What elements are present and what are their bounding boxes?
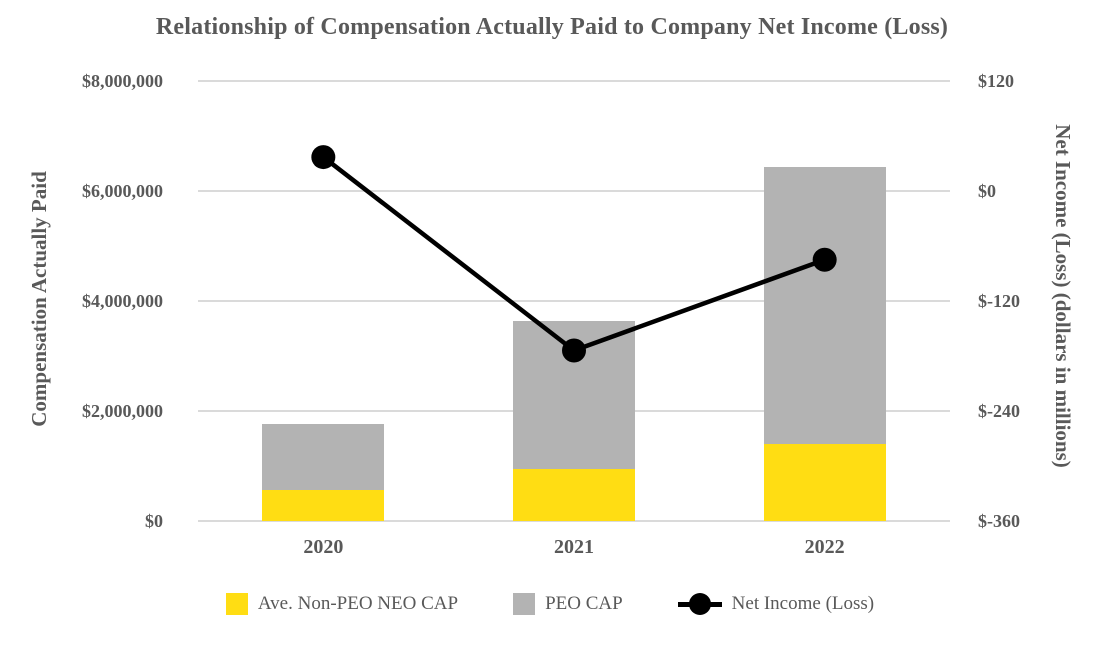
line-dot-marker-icon [677,592,722,616]
right-axis-tick: $0 [978,181,996,201]
legend: Ave. Non-PEO NEO CAP PEO CAP Net Income … [0,592,1100,616]
bar-segment-2020-peo-cap [262,423,385,490]
x-axis-label-2021: 2021 [554,536,594,558]
left-axis-tick: $0 [145,511,163,531]
line-dot [688,593,711,615]
left-axis-tick: $4,000,000 [82,291,163,311]
legend-item-ave-non-peo-neo-cap: Ave. Non-PEO NEO CAP [225,593,459,615]
x-axis-label-2022: 2022 [804,536,845,558]
left-axis-tick: $8,000,000 [82,71,163,91]
legend-item-net-income-loss: Net Income (Loss) [677,592,875,616]
chart-title: Relationship of Compensation Actually Pa… [155,14,949,40]
legend-item-peo-cap: PEO CAP [513,593,623,615]
legend-label: Net Income (Loss) [731,593,875,614]
right-axis-tick: $-360 [978,511,1020,531]
bar-segment-2022-ave-non-peo-neo-cap [763,444,886,521]
left-axis-tick: $2,000,000 [82,401,163,421]
bar-segment-2021-peo-cap [513,321,635,469]
gridline [198,520,950,522]
net-income-point-2020 [311,145,336,170]
bar-segment-2020-ave-non-peo-neo-cap [262,489,385,521]
x-axis-label-2020: 2020 [303,536,344,558]
gray-swatch-icon [513,593,536,615]
right-axis-tick: $-120 [978,291,1020,311]
left-axis-tick: $6,000,000 [82,181,163,201]
right-axis-tick: $120 [978,71,1014,91]
bar-segment-2022-peo-cap [763,167,886,444]
legend-label: PEO CAP [545,593,623,614]
bar-segment-2021-ave-non-peo-neo-cap [513,468,635,521]
legend-label: Ave. Non-PEO NEO CAP [257,593,459,614]
yellow-swatch-icon [225,593,248,615]
gridline [198,80,950,82]
right-axis-tick: $-240 [978,401,1020,421]
